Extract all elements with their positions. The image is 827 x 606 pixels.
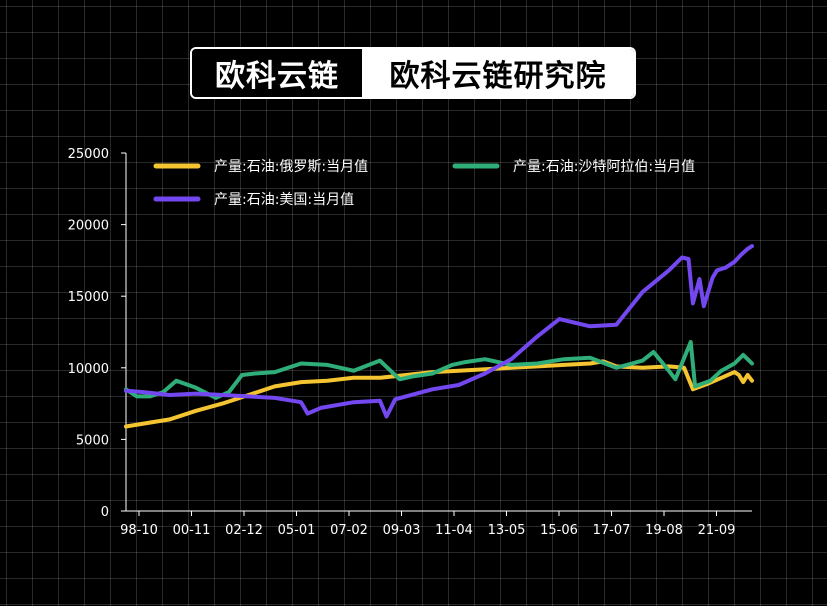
x-tick-label: 07-02 — [330, 523, 368, 538]
x-tick-label: 11-04 — [435, 523, 473, 538]
x-tick-label: 21-09 — [698, 523, 736, 538]
x-tick-label: 05-01 — [278, 523, 316, 538]
x-tick-label: 02-12 — [225, 523, 263, 538]
series-line-1 — [124, 340, 754, 400]
x-tick-label: 15-06 — [540, 523, 578, 538]
y-tick-label: 10000 — [68, 362, 109, 377]
legend-label-2: 产量:石油:美国:当月值 — [214, 192, 354, 208]
y-tick-label: 25000 — [68, 147, 109, 162]
legend-label-1: 产量:石油:沙特阿拉伯:当月值 — [513, 159, 695, 175]
y-tick-label: 0 — [101, 505, 109, 520]
y-tick-label: 20000 — [68, 219, 109, 234]
y-tick-label: 15000 — [68, 290, 109, 305]
series-line-0 — [124, 359, 754, 429]
series-line-2 — [124, 244, 754, 419]
chart-series — [124, 244, 754, 429]
brand-logo-text: 欧科云链 — [192, 49, 362, 97]
brand-banner: 欧科云链 欧科云链研究院 — [190, 47, 636, 99]
x-tick-label: 13-05 — [488, 523, 526, 538]
x-tick-label: 00-11 — [173, 523, 211, 538]
chart-axes: 0 5000 10000 15000 20000 25000 98-10 00-11 02-12… — [68, 147, 752, 538]
x-tick-label: 19-08 — [645, 523, 683, 538]
y-tick-label: 5000 — [76, 433, 109, 448]
x-tick-label: 17-07 — [593, 523, 631, 538]
x-tick-label: 09-03 — [383, 523, 421, 538]
legend-label-0: 产量:石油:俄罗斯:当月值 — [214, 159, 368, 175]
x-tick-label: 98-10 — [120, 523, 158, 538]
brand-institute-name: 欧科云链研究院 — [362, 49, 634, 97]
